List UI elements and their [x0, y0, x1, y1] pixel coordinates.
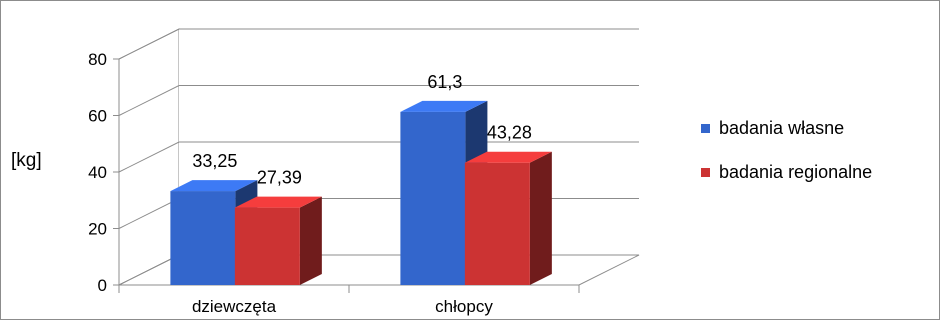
data-label: 33,25	[192, 151, 237, 171]
axes: 0 20 40 60 80 dziewczęta chłopcy	[88, 50, 580, 316]
bar-front	[464, 162, 530, 285]
bar-front	[170, 191, 236, 285]
bar	[234, 196, 322, 285]
gridline	[118, 85, 639, 116]
bar-side	[529, 151, 552, 285]
bar-top	[170, 180, 258, 192]
y-tick-label: 80	[88, 50, 107, 69]
legend-swatch	[701, 124, 710, 133]
data-labels: 33,25 27,39 61,3 43,28	[192, 72, 532, 188]
data-label: 27,39	[257, 168, 302, 188]
legend-label: badania regionalne	[719, 162, 872, 182]
bar-side	[299, 196, 322, 285]
bar-front	[234, 207, 300, 285]
bar	[464, 151, 552, 285]
gridline	[118, 28, 639, 60]
y-axis-label: [kg]	[11, 150, 42, 171]
bar-top	[234, 196, 322, 208]
x-tick-label: dziewczęta	[192, 297, 277, 316]
y-tick-label: 40	[88, 163, 107, 182]
y-tick-label: 60	[88, 107, 107, 126]
legend: badania własne badania regionalne	[701, 118, 872, 182]
data-label: 61,3	[427, 72, 462, 92]
data-label: 43,28	[487, 123, 532, 143]
bar-top	[400, 100, 488, 112]
bar-top	[464, 151, 552, 163]
bars	[170, 100, 552, 285]
bar-front	[400, 111, 466, 285]
y-tick-label: 20	[88, 220, 107, 239]
x-tick-label: chłopcy	[435, 297, 493, 316]
legend-swatch	[701, 168, 710, 177]
legend-label: badania własne	[719, 118, 844, 138]
y-tick-label: 0	[98, 276, 107, 295]
